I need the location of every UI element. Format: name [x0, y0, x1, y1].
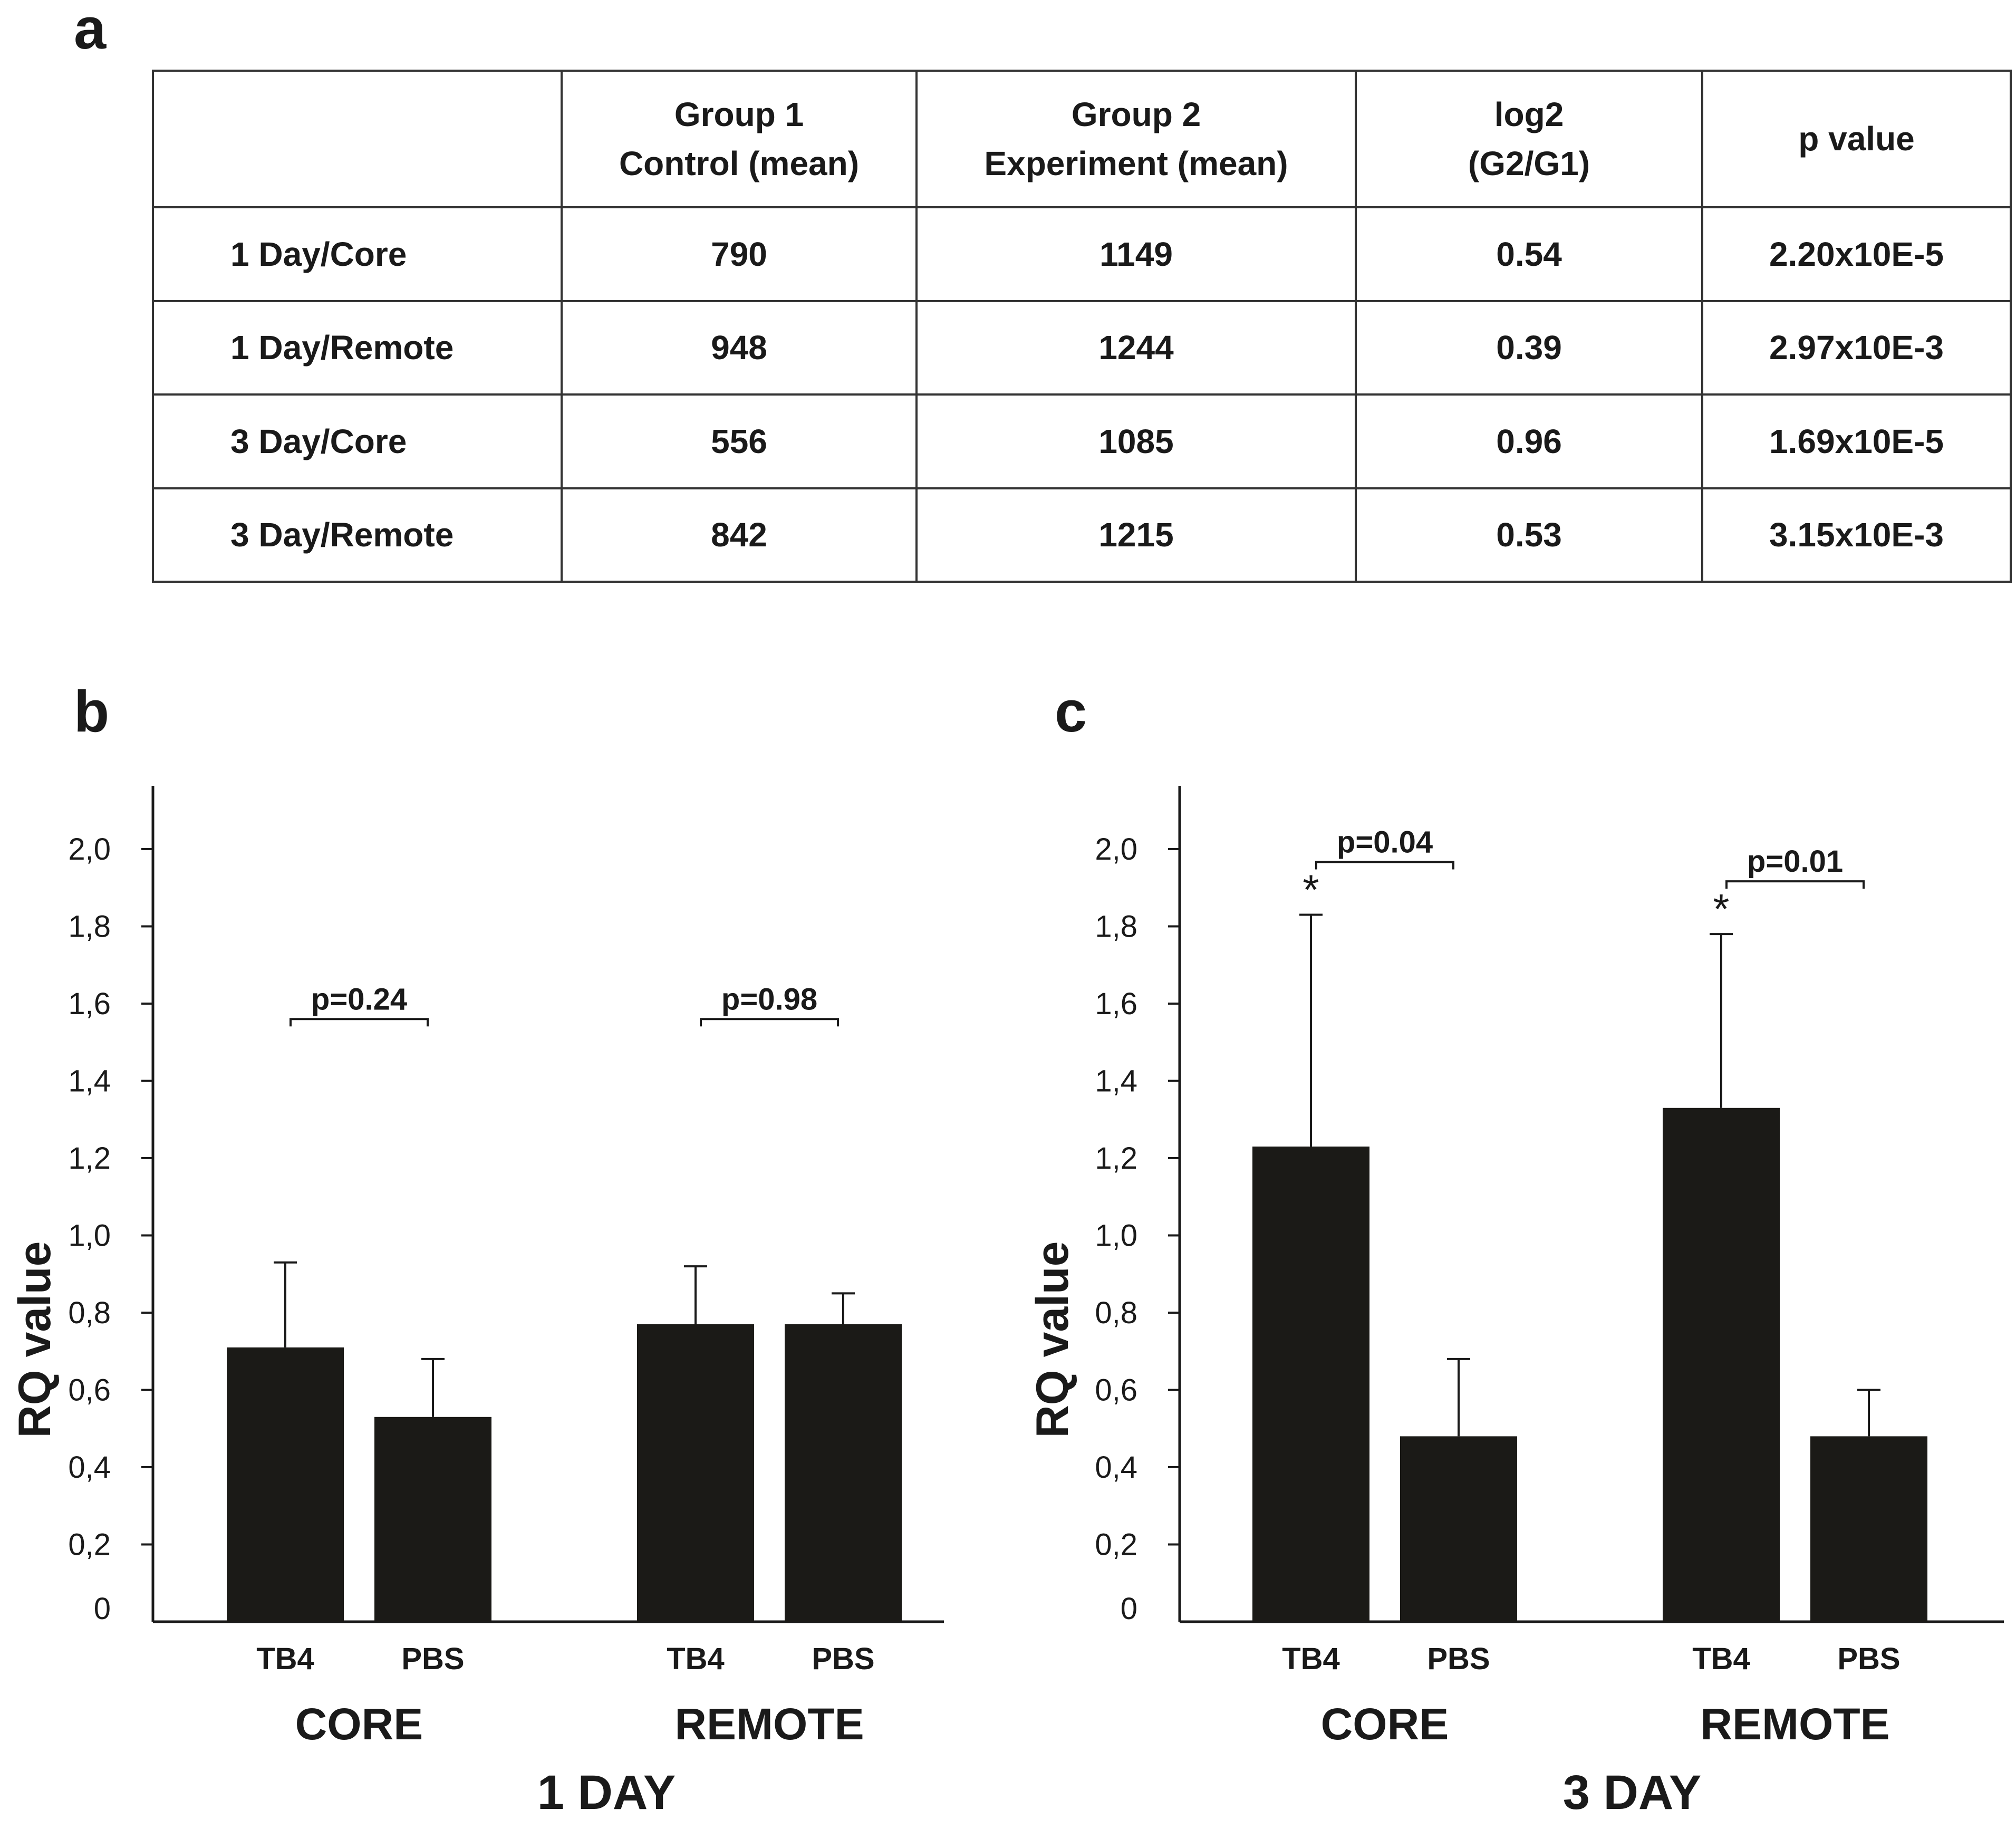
p-value-label: p=0.01 [1747, 844, 1843, 879]
x-category-label: PBS [1837, 1642, 1900, 1676]
panel-label-b: b [74, 679, 110, 744]
group-label-remote: REMOTE [674, 1699, 864, 1749]
bar-core-tb4 [1252, 1147, 1369, 1622]
cell-log2: 0.54 [1355, 206, 1703, 302]
y-tick-label: 0,4 [1095, 1450, 1137, 1485]
row-label: 1 Day/Core [152, 206, 563, 302]
chart-title: 1 DAY [537, 1766, 676, 1819]
header-pvalue: p value [1701, 70, 2012, 208]
y-tick-label: 0,2 [68, 1528, 111, 1562]
cell-log2: 0.96 [1355, 393, 1703, 489]
y-tick-label: 0 [1121, 1592, 1137, 1626]
y-tick-label: 0,8 [1095, 1296, 1137, 1330]
x-category-label: PBS [1427, 1642, 1490, 1676]
cell-pvalue: 2.20x10E-5 [1701, 206, 2012, 302]
bar-remote-tb4 [637, 1324, 754, 1622]
cell-group2: 1085 [915, 393, 1357, 489]
header-group1-line2: Control (mean) [619, 144, 860, 182]
y-tick-label: 1,6 [68, 987, 111, 1021]
row-label: 3 Day/Core [152, 393, 563, 489]
y-axis-label: RQ value [9, 1241, 60, 1438]
x-category-label: TB4 [1282, 1642, 1340, 1676]
header-empty [152, 70, 563, 208]
group-label-remote: REMOTE [1700, 1699, 1889, 1749]
x-category-label: PBS [812, 1642, 874, 1676]
header-log2-line2: (G2/G1) [1468, 144, 1590, 182]
chart-1-day: 0 0,2 0,4 0,6 0,8 1,0 1,2 1,4 1,6 1,8 2,0 RQ value T… [9, 786, 944, 1819]
bar-core-pbs [374, 1417, 491, 1622]
x-category-label: PBS [401, 1642, 464, 1676]
x-category-label: TB4 [1692, 1642, 1750, 1676]
cell-log2: 0.53 [1355, 487, 1703, 583]
x-category-label: TB4 [667, 1642, 725, 1676]
significance-star: * [1303, 866, 1319, 913]
group-label-core: CORE [1321, 1699, 1449, 1749]
cell-group1: 842 [561, 487, 918, 583]
y-tick-label: 2,0 [68, 832, 111, 866]
y-tick-label: 0,2 [1095, 1528, 1137, 1562]
x-category-label: TB4 [256, 1642, 314, 1676]
y-tick-label: 1,2 [1095, 1141, 1137, 1176]
row-label: 3 Day/Remote [152, 487, 563, 583]
panel-label-a: a [74, 0, 107, 61]
p-value-bracket [1315, 861, 1454, 870]
bar-core-tb4 [227, 1347, 344, 1622]
p-value-label: p=0.24 [311, 982, 407, 1016]
panel-label-c: c [1055, 679, 1087, 744]
y-tick-label: 0,6 [68, 1373, 111, 1408]
cell-group2: 1215 [915, 487, 1357, 583]
chart-3-day: 0 0,2 0,4 0,6 0,8 1,0 1,2 1,4 1,6 1,8 2,0 RQ value *… [1027, 786, 2004, 1819]
p-value-bracket [700, 1018, 839, 1027]
header-log2-line1: log2 [1494, 95, 1564, 133]
table-row: 3 Day/Remote 842 1215 0.53 3.15x10E-3 [152, 487, 2012, 583]
y-tick-label: 0 [94, 1592, 111, 1626]
y-tick-label: 1,8 [1095, 910, 1137, 944]
cell-pvalue: 1.69x10E-5 [1701, 393, 2012, 489]
cell-group2: 1149 [915, 206, 1357, 302]
y-tick-label: 1,2 [68, 1141, 111, 1176]
table-row: 1 Day/Remote 948 1244 0.39 2.97x10E-3 [152, 300, 2012, 396]
y-tick-label: 1,4 [68, 1064, 111, 1099]
row-label: 1 Day/Remote [152, 300, 563, 396]
bar-core-pbs [1400, 1436, 1517, 1622]
header-pvalue-line1: p value [1798, 120, 1915, 158]
table-row: 3 Day/Core 556 1085 0.96 1.69x10E-5 [152, 393, 2012, 489]
y-axis-label: RQ value [1027, 1241, 1078, 1438]
cell-pvalue: 2.97x10E-3 [1701, 300, 2012, 396]
cell-group1: 948 [561, 300, 918, 396]
bar-remote-tb4 [1663, 1108, 1780, 1622]
header-group1-line1: Group 1 [674, 95, 804, 133]
p-value-bracket [290, 1018, 429, 1027]
cell-log2: 0.39 [1355, 300, 1703, 396]
y-tick-label: 0,4 [68, 1450, 111, 1485]
header-group2-line1: Group 2 [1071, 95, 1201, 133]
significance-star: * [1713, 885, 1729, 932]
p-value-label: p=0.04 [1337, 825, 1433, 860]
cell-group1: 790 [561, 206, 918, 302]
y-tick-label: 1,8 [68, 910, 111, 944]
cell-pvalue: 3.15x10E-3 [1701, 487, 2012, 583]
y-tick-label: 0,8 [68, 1296, 111, 1330]
header-group2-line2: Experiment (mean) [984, 144, 1288, 182]
cell-group2: 1244 [915, 300, 1357, 396]
bar-remote-pbs [785, 1324, 902, 1622]
table-header-row: Group 1 Control (mean) Group 2 Experimen… [152, 70, 2012, 208]
table-row: 1 Day/Core 790 1149 0.54 2.20x10E-5 [152, 206, 2012, 302]
results-table: Group 1 Control (mean) Group 2 Experimen… [152, 70, 2012, 583]
p-value-label: p=0.98 [721, 982, 817, 1016]
y-tick-label: 0,6 [1095, 1373, 1137, 1408]
bar-remote-pbs [1810, 1436, 1927, 1622]
y-tick-label: 1,0 [68, 1219, 111, 1253]
header-log2: log2 (G2/G1) [1355, 70, 1703, 208]
y-tick-label: 2,0 [1095, 832, 1137, 866]
group-label-core: CORE [295, 1699, 423, 1749]
y-tick-label: 1,0 [1095, 1219, 1137, 1253]
chart-title: 3 DAY [1563, 1766, 1702, 1819]
y-tick-label: 1,4 [1095, 1064, 1137, 1099]
p-value-bracket [1725, 880, 1865, 889]
header-group1: Group 1 Control (mean) [561, 70, 918, 208]
cell-group1: 556 [561, 393, 918, 489]
header-group2: Group 2 Experiment (mean) [915, 70, 1357, 208]
y-tick-label: 1,6 [1095, 987, 1137, 1021]
